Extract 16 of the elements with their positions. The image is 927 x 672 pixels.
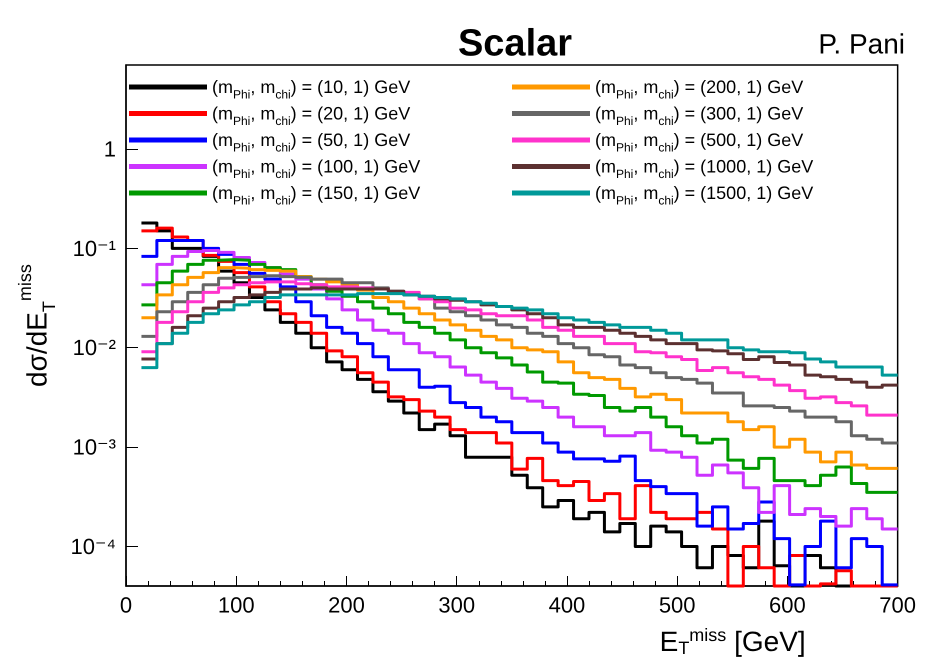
- x-tick-label: 200: [328, 592, 365, 618]
- y-tick-label: 10⁻³: [72, 434, 116, 460]
- x-tick-label: 300: [438, 592, 476, 618]
- y-tick-label: 1: [104, 136, 116, 162]
- x-tick-label: 700: [879, 592, 916, 618]
- y-tick-label: 10⁻²: [72, 335, 116, 360]
- x-tick-label: 0: [120, 592, 132, 618]
- y-axis-title: dσ/dETmiss: [15, 264, 59, 387]
- x-tick-label: 500: [658, 592, 696, 618]
- text: P. Pani: [818, 28, 906, 60]
- x-tick-label: 100: [218, 592, 255, 618]
- x-tick-label: 400: [548, 592, 586, 618]
- chart-title: Scalar: [458, 22, 572, 64]
- y-tick-label: 10⁻¹: [72, 236, 116, 261]
- y-tick-label: 10⁻⁴: [70, 534, 116, 559]
- x-tick-label: 600: [769, 592, 806, 618]
